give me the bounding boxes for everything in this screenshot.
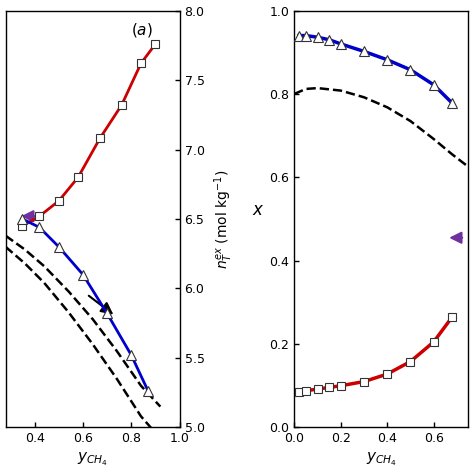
- X-axis label: $y_{CH_4}$: $y_{CH_4}$: [366, 451, 397, 468]
- X-axis label: $y_{CH_4}$: $y_{CH_4}$: [77, 451, 108, 468]
- Text: $(a)$: $(a)$: [131, 21, 153, 39]
- Y-axis label: $n_T^{ex}$ (mol kg$^{-1}$): $n_T^{ex}$ (mol kg$^{-1}$): [213, 169, 236, 269]
- Y-axis label: $x$: $x$: [252, 201, 264, 219]
